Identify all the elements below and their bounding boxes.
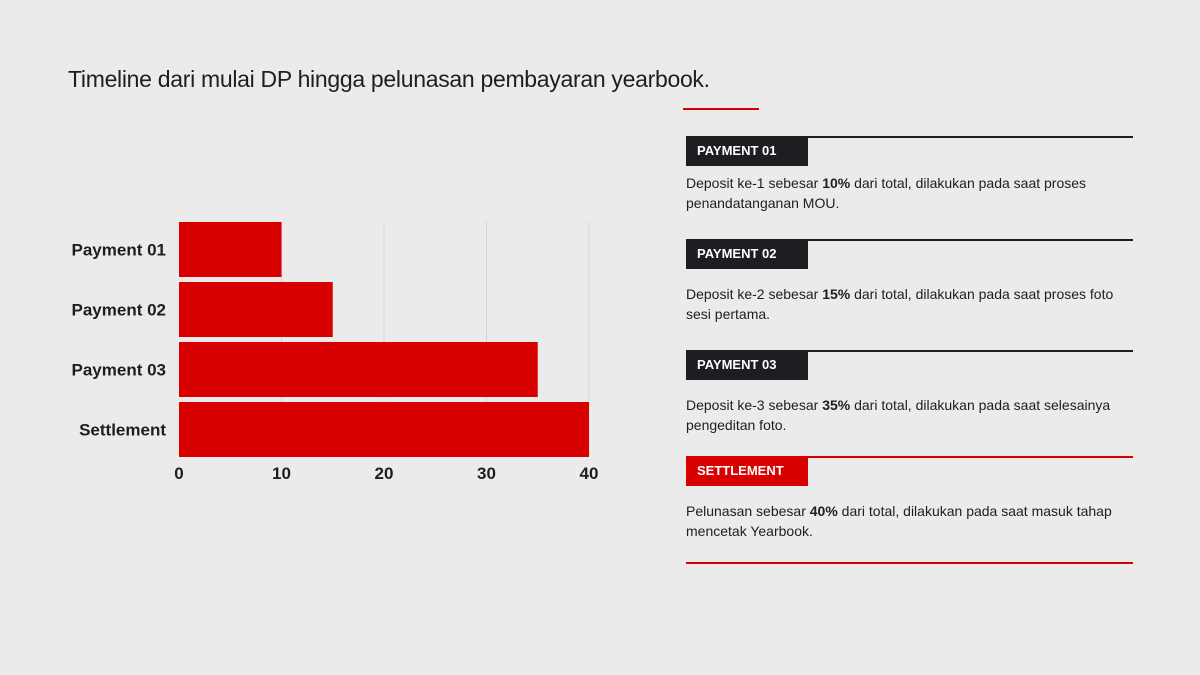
bar xyxy=(179,402,589,457)
x-tick-label: 0 xyxy=(174,464,183,483)
bottom-rule xyxy=(686,562,1133,564)
x-tick-label: 30 xyxy=(477,464,496,483)
section-rule xyxy=(686,456,1133,458)
desc-text: Deposit ke-1 sebesar xyxy=(686,175,823,191)
desc-text: dari total, dilakukan pada saat selesain… xyxy=(686,397,1111,433)
desc-text: Pelunasan sebesar xyxy=(686,503,810,519)
desc-text: Deposit ke-2 sebesar xyxy=(686,286,823,302)
section-description: Deposit ke-1 sebesar 10% dari total, dil… xyxy=(686,173,1133,213)
section-tag: SETTLEMENT xyxy=(686,456,808,486)
section-tag: PAYMENT 03 xyxy=(686,350,808,380)
desc-percent: 15% xyxy=(822,286,851,302)
desc-text: Deposit ke-3 sebesar xyxy=(686,397,823,413)
desc-percent: 40% xyxy=(809,503,838,519)
category-label: Payment 01 xyxy=(72,241,167,260)
category-label: Settlement xyxy=(79,421,166,440)
accent-dash xyxy=(683,108,759,110)
desc-text: dari total, dilakukan pada saat proses p… xyxy=(686,175,1087,211)
bar xyxy=(179,282,333,337)
section-rule xyxy=(686,239,1133,241)
desc-percent: 35% xyxy=(822,397,851,413)
section-rule xyxy=(686,136,1133,138)
category-label: Payment 02 xyxy=(72,301,167,320)
section-description: Deposit ke-3 sebesar 35% dari total, dil… xyxy=(686,395,1133,435)
page-title: Timeline dari mulai DP hingga pelunasan … xyxy=(68,66,710,92)
section-description: Pelunasan sebesar 40% dari total, dilaku… xyxy=(686,501,1133,541)
desc-text: dari total, dilakukan pada saat masuk ta… xyxy=(686,503,1112,539)
section-rule xyxy=(686,350,1133,352)
x-tick-label: 40 xyxy=(580,464,599,483)
x-tick-label: 10 xyxy=(272,464,291,483)
bar-chart: Payment 01 Payment 02 Payment 03 Settlement… xyxy=(72,222,599,483)
desc-text: dari total, dilakukan pada saat proses f… xyxy=(686,286,1114,322)
bar xyxy=(179,342,538,397)
category-label: Payment 03 xyxy=(72,361,167,380)
desc-percent: 10% xyxy=(822,175,851,191)
section-description: Deposit ke-2 sebesar 15% dari total, dil… xyxy=(686,284,1133,324)
x-tick-label: 20 xyxy=(375,464,394,483)
section-tag: PAYMENT 02 xyxy=(686,239,808,269)
bar xyxy=(179,222,282,277)
section-tag: PAYMENT 01 xyxy=(686,136,808,166)
